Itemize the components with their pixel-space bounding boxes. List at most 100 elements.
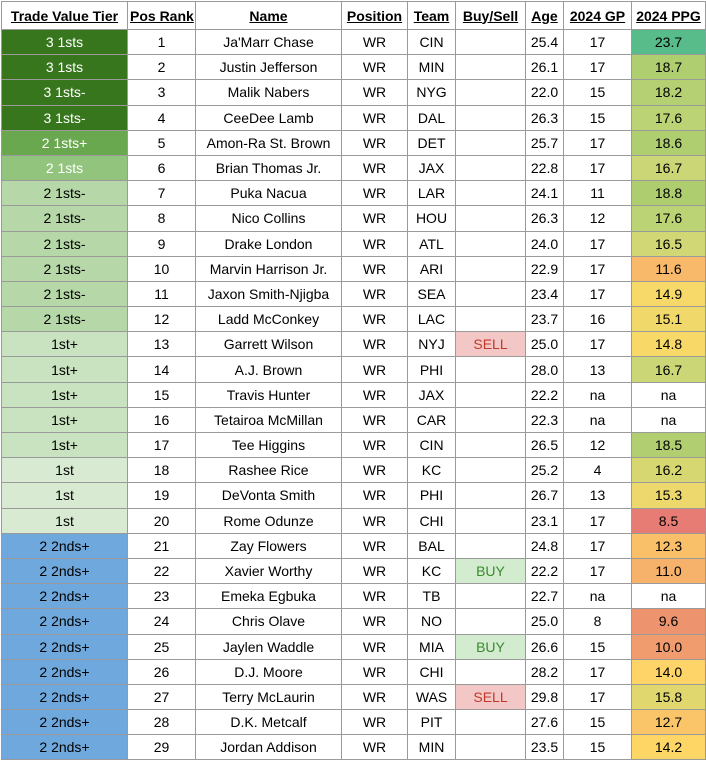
position-cell: WR <box>341 482 408 509</box>
tier-cell: 2 2nds+ <box>1 608 128 635</box>
team-cell: LAR <box>407 180 456 207</box>
pos-rank-cell: 23 <box>127 583 196 610</box>
tier-cell: 2 2nds+ <box>1 658 128 685</box>
games-played-cell: 12 <box>563 205 632 232</box>
pos-rank-cell: 15 <box>127 381 196 408</box>
age-cell: 22.2 <box>525 381 564 408</box>
table-row: 2 2nds+ 28 D.K. Metcalf WR PIT 27.6 15 12.7 <box>1 709 706 736</box>
header-name: Name <box>195 1 342 30</box>
pos-rank-cell: 10 <box>127 255 196 282</box>
position-cell: WR <box>341 129 408 156</box>
team-cell: DET <box>407 129 456 156</box>
age-cell: 28.2 <box>525 658 564 685</box>
position-cell: WR <box>341 280 408 308</box>
player-name-cell: Xavier Worthy <box>195 557 342 585</box>
team-cell: SEA <box>407 280 456 308</box>
age-cell: 26.3 <box>525 205 564 232</box>
buy-sell-cell <box>455 406 526 434</box>
player-name-cell: CeeDee Lamb <box>195 104 342 131</box>
buy-sell-cell <box>455 306 526 333</box>
tier-cell: 1st+ <box>1 331 128 358</box>
team-cell: LAC <box>407 306 456 333</box>
tier-cell: 2 1sts- <box>1 180 128 207</box>
buy-sell-cell <box>455 482 526 509</box>
ppg-cell: 15.8 <box>631 683 706 711</box>
ppg-cell: 17.6 <box>631 104 706 131</box>
position-cell: WR <box>341 104 408 131</box>
player-name-cell: Jaylen Waddle <box>195 633 342 660</box>
team-cell: MIN <box>407 54 456 81</box>
header-team: Team <box>407 1 456 30</box>
table-row: 1st+ 14 A.J. Brown WR PHI 28.0 13 16.7 <box>1 356 706 383</box>
position-cell: WR <box>341 255 408 282</box>
buy-sell-cell <box>455 658 526 685</box>
team-cell: MIA <box>407 633 456 660</box>
age-cell: 28.0 <box>525 356 564 383</box>
header-2024-gp: 2024 GP <box>563 1 632 30</box>
pos-rank-cell: 9 <box>127 230 196 257</box>
position-cell: WR <box>341 154 408 182</box>
ppg-cell: 14.2 <box>631 734 706 761</box>
header-position: Position <box>341 1 408 30</box>
pos-rank-cell: 24 <box>127 608 196 635</box>
ppg-cell: 16.7 <box>631 356 706 383</box>
player-name-cell: Marvin Harrison Jr. <box>195 255 342 282</box>
pos-rank-cell: 1 <box>127 28 196 56</box>
position-cell: WR <box>341 709 408 736</box>
player-name-cell: Travis Hunter <box>195 381 342 408</box>
age-cell: 23.5 <box>525 734 564 761</box>
position-cell: WR <box>341 356 408 383</box>
table-row: 2 2nds+ 24 Chris Olave WR NO 25.0 8 9.6 <box>1 608 706 635</box>
tier-cell: 2 1sts- <box>1 306 128 333</box>
buy-sell-cell <box>455 356 526 383</box>
games-played-cell: 15 <box>563 79 632 106</box>
age-cell: 25.4 <box>525 28 564 56</box>
age-cell: 22.3 <box>525 406 564 434</box>
player-name-cell: Rashee Rice <box>195 457 342 484</box>
pos-rank-cell: 26 <box>127 658 196 685</box>
buy-sell-cell <box>455 205 526 232</box>
games-played-cell: 15 <box>563 709 632 736</box>
table-row: 1st+ 15 Travis Hunter WR JAX 22.2 na na <box>1 381 706 408</box>
team-cell: NYJ <box>407 331 456 358</box>
games-played-cell: 4 <box>563 457 632 484</box>
tier-cell: 3 1sts- <box>1 104 128 131</box>
pos-rank-cell: 19 <box>127 482 196 509</box>
tier-cell: 2 2nds+ <box>1 633 128 660</box>
buy-sell-cell: BUY <box>455 633 526 660</box>
games-played-cell: 12 <box>563 431 632 459</box>
age-cell: 24.8 <box>525 532 564 559</box>
pos-rank-cell: 17 <box>127 431 196 459</box>
tier-cell: 1st+ <box>1 406 128 434</box>
player-name-cell: Emeka Egbuka <box>195 583 342 610</box>
position-cell: WR <box>341 658 408 685</box>
tier-cell: 2 2nds+ <box>1 709 128 736</box>
ppg-cell: 9.6 <box>631 608 706 635</box>
player-name-cell: Malik Nabers <box>195 79 342 106</box>
team-cell: BAL <box>407 532 456 559</box>
ppg-cell: 18.2 <box>631 79 706 106</box>
team-cell: MIN <box>407 734 456 761</box>
table-row: 2 1sts- 10 Marvin Harrison Jr. WR ARI 22.9 17 1… <box>1 255 706 282</box>
table-row: 2 2nds+ 29 Jordan Addison WR MIN 23.5 15 14.2 <box>1 734 706 761</box>
games-played-cell: 17 <box>563 280 632 308</box>
games-played-cell: na <box>563 381 632 408</box>
buy-sell-cell <box>455 280 526 308</box>
age-cell: 26.3 <box>525 104 564 131</box>
table-row: 2 1sts- 12 Ladd McConkey WR LAC 23.7 16 15.1 <box>1 306 706 333</box>
player-name-cell: Zay Flowers <box>195 532 342 559</box>
tier-cell: 2 1sts- <box>1 280 128 308</box>
buy-sell-cell: BUY <box>455 557 526 585</box>
age-cell: 25.2 <box>525 457 564 484</box>
games-played-cell: 17 <box>563 28 632 56</box>
position-cell: WR <box>341 230 408 257</box>
games-played-cell: 17 <box>563 255 632 282</box>
position-cell: WR <box>341 180 408 207</box>
position-cell: WR <box>341 381 408 408</box>
games-played-cell: 15 <box>563 734 632 761</box>
age-cell: 23.7 <box>525 306 564 333</box>
position-cell: WR <box>341 28 408 56</box>
buy-sell-cell <box>455 104 526 131</box>
player-name-cell: Ladd McConkey <box>195 306 342 333</box>
